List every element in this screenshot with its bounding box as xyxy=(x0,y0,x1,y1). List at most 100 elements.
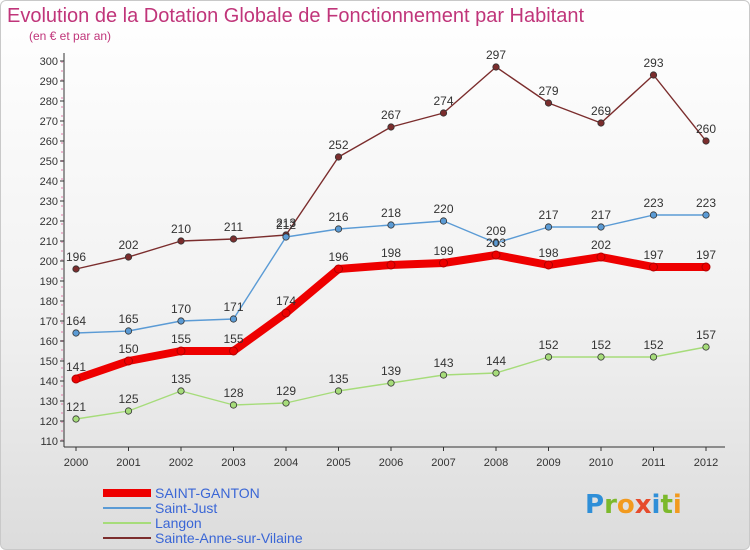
data-point xyxy=(71,374,81,384)
data-label: 135 xyxy=(328,372,348,386)
data-label: 197 xyxy=(696,248,716,262)
data-label: 170 xyxy=(171,302,191,316)
data-label: 144 xyxy=(486,354,506,368)
data-point xyxy=(439,371,448,379)
y-tick-label: 270 xyxy=(40,116,58,128)
data-label: 252 xyxy=(328,138,348,152)
legend-item: SAINT-GANTON xyxy=(103,485,403,501)
data-label: 152 xyxy=(643,338,663,352)
logo-letter: x xyxy=(634,490,652,520)
x-tick-label: 2002 xyxy=(169,457,193,469)
y-tick-label: 160 xyxy=(40,336,58,348)
data-label: 274 xyxy=(433,94,453,108)
legend-label: Saint-Just xyxy=(155,500,218,516)
data-label: 269 xyxy=(591,104,611,118)
data-label: 141 xyxy=(66,360,86,374)
data-point xyxy=(387,123,395,131)
x-tick-label: 2008 xyxy=(484,457,508,469)
legend-swatch xyxy=(103,522,151,524)
data-label: 267 xyxy=(381,108,401,122)
data-point xyxy=(649,262,658,272)
data-point xyxy=(72,265,80,273)
data-label: 210 xyxy=(171,222,191,236)
data-label: 212 xyxy=(276,218,296,232)
data-point xyxy=(177,237,185,245)
data-point xyxy=(597,119,605,127)
data-label: 279 xyxy=(538,84,558,98)
legend-label: Langon xyxy=(155,515,202,531)
chart-title: Evolution de la Dotation Globale de Fonc… xyxy=(7,5,585,27)
data-label: 211 xyxy=(224,220,243,234)
data-label: 217 xyxy=(538,208,558,222)
x-tick-label: 2003 xyxy=(221,457,245,469)
data-point xyxy=(492,63,500,71)
data-label: 197 xyxy=(643,248,663,262)
data-label: 171 xyxy=(223,300,243,314)
data-point xyxy=(124,356,133,366)
data-point xyxy=(492,239,500,247)
data-label: 155 xyxy=(171,332,191,346)
data-label: 143 xyxy=(433,356,453,370)
data-label: 198 xyxy=(538,246,558,260)
data-label: 152 xyxy=(538,338,558,352)
x-tick-label: 2000 xyxy=(64,457,88,469)
data-label: 129 xyxy=(276,384,296,398)
data-label: 293 xyxy=(643,56,663,70)
x-tick-label: 2001 xyxy=(116,457,140,469)
data-point xyxy=(334,153,343,161)
data-point xyxy=(334,264,343,274)
data-label: 203 xyxy=(486,236,506,250)
data-point xyxy=(387,221,395,229)
data-point xyxy=(649,353,658,361)
data-point xyxy=(597,353,605,361)
legend-label: Sainte-Anne-sur-Vilaine xyxy=(155,530,303,546)
legend-label: SAINT-GANTON xyxy=(155,485,260,501)
data-label: 216 xyxy=(328,210,348,224)
data-label: 135 xyxy=(171,372,191,386)
data-point xyxy=(334,225,343,233)
data-point xyxy=(334,387,343,395)
data-point xyxy=(72,415,80,423)
series-line-sainte-anne-sur-vilaine xyxy=(75,66,707,270)
data-point xyxy=(544,99,553,107)
data-point xyxy=(702,211,710,219)
y-tick-label: 130 xyxy=(40,396,58,408)
data-point xyxy=(439,109,448,117)
data-label: 152 xyxy=(591,338,611,352)
data-point xyxy=(177,387,185,395)
data-point xyxy=(282,399,290,407)
data-point xyxy=(387,379,395,387)
y-tick-label: 200 xyxy=(40,256,58,268)
data-label: 155 xyxy=(223,332,243,346)
data-label: 139 xyxy=(381,364,401,378)
data-point xyxy=(281,308,291,318)
data-point xyxy=(544,353,553,361)
x-tick-label: 2005 xyxy=(326,457,350,469)
data-label: 202 xyxy=(591,238,611,252)
data-label: 218 xyxy=(381,206,401,220)
data-point xyxy=(177,317,185,325)
data-point xyxy=(439,217,448,225)
data-label: 174 xyxy=(276,294,296,308)
data-label: 209 xyxy=(486,224,506,238)
y-tick-label: 230 xyxy=(40,196,58,208)
y-tick-label: 180 xyxy=(40,296,58,308)
data-point xyxy=(596,252,606,262)
data-point xyxy=(176,346,186,356)
data-point xyxy=(282,233,290,241)
data-label: 198 xyxy=(381,246,401,260)
data-label: 297 xyxy=(486,48,506,62)
y-tick-label: 150 xyxy=(40,356,58,368)
y-tick-label: 290 xyxy=(40,76,58,88)
y-tick-label: 280 xyxy=(40,96,58,108)
data-label: 213 xyxy=(276,216,296,230)
data-label: 202 xyxy=(118,238,138,252)
data-label: 196 xyxy=(328,250,348,264)
data-label: 157 xyxy=(696,328,716,342)
data-point xyxy=(124,407,133,415)
x-tick-label: 2006 xyxy=(379,457,403,469)
data-label: 128 xyxy=(223,386,243,400)
data-point xyxy=(229,401,238,409)
data-point xyxy=(229,235,238,243)
